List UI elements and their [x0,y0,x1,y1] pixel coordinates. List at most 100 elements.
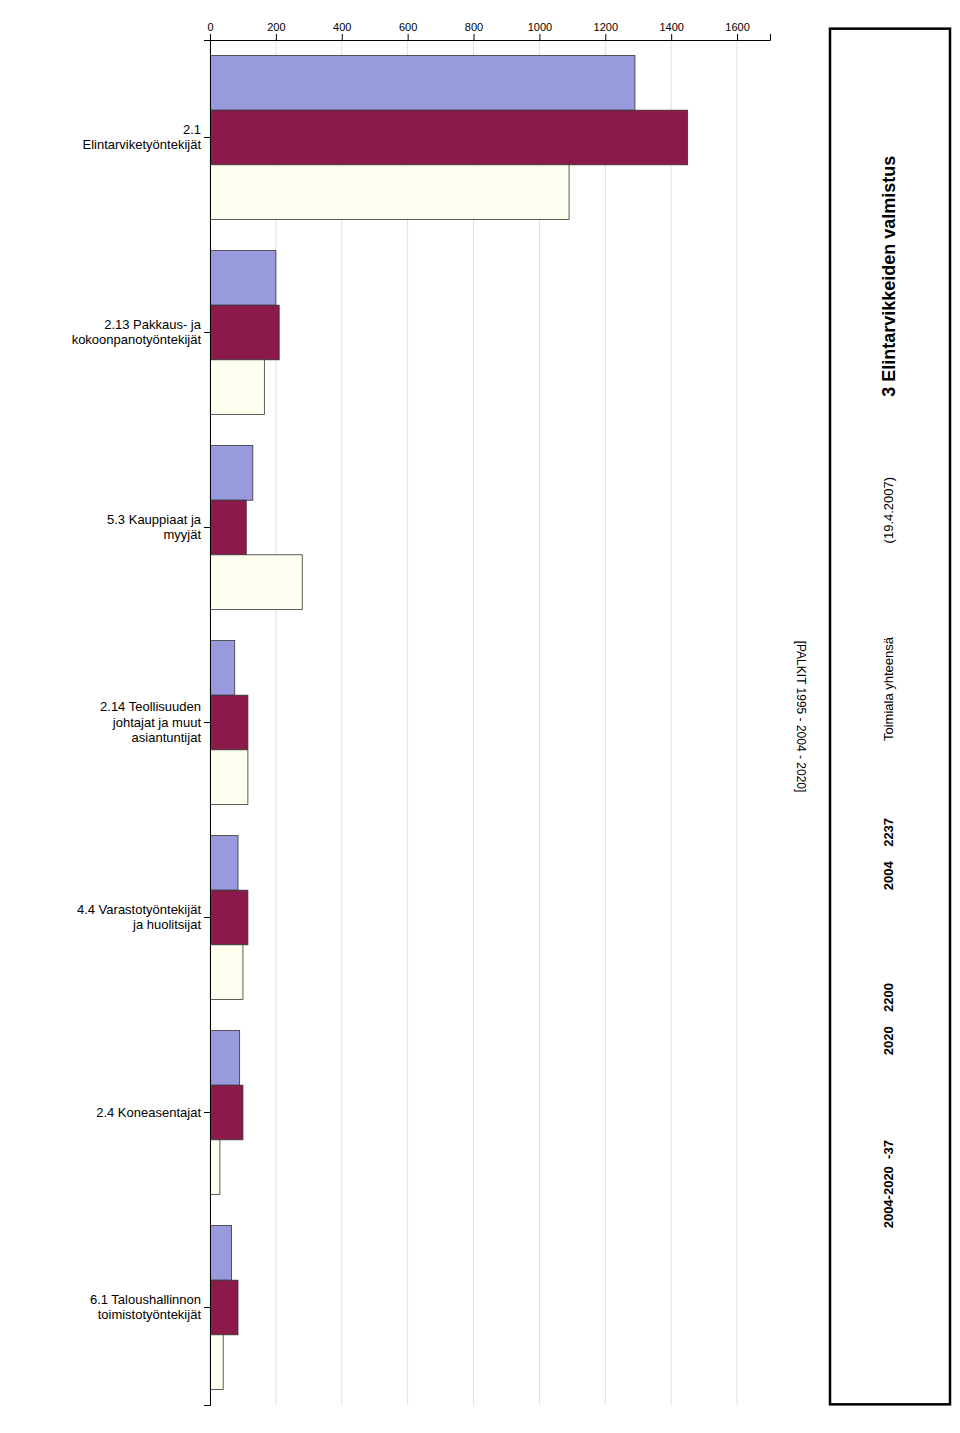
grid-line [539,40,540,1405]
tick: 4.4 Varastotyöntekijätja huolitsijat [77,902,210,933]
bar [210,695,248,750]
tick: 800 [465,21,483,40]
tick-label-line: 2.4 Koneasentajat [96,1105,201,1120]
grid-line [605,40,606,1405]
x-axis: 0 200 400 600 800 1000 1200 1400 1600 [207,21,770,41]
tick-mark [342,34,343,40]
grid-line [671,40,672,1405]
bar [210,251,276,306]
bar [210,945,243,1000]
tick-label: 800 [465,21,483,33]
axis-line [204,41,211,1406]
annotation: 2004 2237 [881,818,896,890]
tick: 5.3 Kauppiaat jamyyjät [107,512,210,543]
tick-mark [539,34,540,40]
tick: 1200 [594,21,618,40]
grid-line [737,40,738,1405]
bar [210,165,569,220]
bar [210,890,248,945]
bar [210,641,235,696]
tick-mark [671,34,672,40]
bar-series [210,165,569,1390]
annotation: 2004-2020 -37 [881,1140,896,1228]
bars [210,56,688,1390]
bar-series [210,110,688,1335]
tick-label-line: asiantuntijat [132,730,202,745]
tick-label: 600 [399,21,417,33]
bar [210,555,302,610]
tick-label-line: 2.14 Teollisuuden [100,699,201,714]
bar [210,836,238,891]
title: 3 Elintarvikkeiden valmistus [879,156,899,397]
bar [210,1085,243,1140]
grid-line [341,40,342,1405]
tick-mark [210,34,211,40]
annotation: 2020 2200 [881,983,896,1055]
bar [210,1140,220,1195]
tick-label-line: myyjät [163,527,201,542]
tick-label: 6.1 Taloushallinnontoimistotyöntekijät [90,1292,201,1323]
bar [210,500,246,555]
tick: 2.1Elintarviketyöntekijät [83,122,211,153]
tick-mark [605,34,606,40]
info-box [830,29,950,1405]
tick-label: 0 [207,21,213,33]
tick: 0 [207,21,213,40]
tick: 1600 [725,21,749,40]
tick: 400 [333,21,351,40]
tick-label: 4.4 Varastotyöntekijätja huolitsijat [77,902,201,933]
tick-label: 2.1Elintarviketyöntekijät [83,122,202,153]
tick-label-line: Elintarviketyöntekijät [83,137,202,152]
bar [210,1280,238,1335]
tick-label-line: kokoonpanotyöntekijät [72,332,202,347]
tick-label: 2.13 Pakkaus- jakokoonpanotyöntekijät [72,317,202,348]
tick-label: 400 [333,21,351,33]
tick: 6.1 Taloushallinnontoimistotyöntekijät [90,1292,210,1323]
axis-line [211,34,771,41]
tick: 600 [399,21,417,40]
tick-label-line: toimistotyöntekijät [98,1307,202,1322]
bar [210,446,253,501]
tick-mark [276,34,277,40]
bar [210,305,279,360]
bar [210,360,264,415]
tick-label: 2.4 Koneasentajat [96,1105,201,1120]
tick-label-line: 5.3 Kauppiaat ja [107,512,202,527]
tick: 200 [267,21,285,40]
tick-label-line: ja huolitsijat [132,917,201,932]
tick: 2.14 Teollisuudenjohtajat ja muutasiantu… [100,699,210,745]
grid-line [473,40,474,1405]
bar [210,1031,240,1086]
tick-mark [204,1307,210,1308]
tick-label: 1600 [725,21,749,33]
grid-line [275,40,276,1405]
tick-mark [474,34,475,40]
bar [210,56,635,111]
grid [210,40,737,1405]
tick-label: 1200 [594,21,618,33]
tick-label-line: 4.4 Varastotyöntekijät [77,902,201,917]
tick-label: 5.3 Kauppiaat jamyyjät [107,512,202,543]
tick: 2.4 Koneasentajat [96,1105,210,1120]
tick-label-line: 2.13 Pakkaus- ja [104,317,202,332]
tick-label: 2.14 Teollisuudenjohtajat ja muutasiantu… [100,699,201,745]
tick-label-line: johtajat ja muut [112,715,202,730]
bar [210,110,688,165]
tick-label-line: 6.1 Taloushallinnon [90,1292,201,1307]
tick-mark [204,722,210,723]
watermark: [PALKIT 1995 - 2004 - 2020] [794,641,808,793]
annotation: Toimiala yhteensä [881,636,896,741]
tick-label: 1400 [659,21,683,33]
tick: 1000 [528,21,552,40]
tick-mark [204,332,210,333]
tick-mark [204,137,210,138]
grid-line [407,40,408,1405]
tick: 1400 [659,21,683,40]
bar [210,750,248,805]
tick-mark [204,527,210,528]
chart: 0 200 400 600 800 1000 1200 1400 1600 2.1Elintarv… [0,0,960,1433]
y-axis: 2.1Elintarviketyöntekijät 2.13 Pakkaus- j… [72,41,211,1406]
tick-mark [204,917,210,918]
annotation: (19.4.2007) [881,477,896,544]
tick-mark [737,34,738,40]
